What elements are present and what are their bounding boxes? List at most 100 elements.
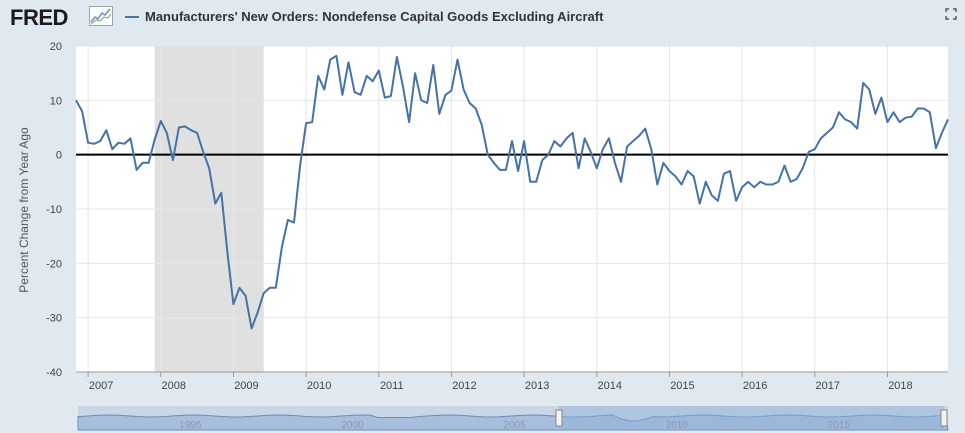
data-point[interactable] [328,58,332,62]
data-point[interactable] [940,131,944,135]
data-point[interactable] [577,166,581,170]
data-point[interactable] [437,112,441,116]
data-point[interactable] [371,79,375,83]
data-point[interactable] [462,87,466,91]
data-point[interactable] [238,286,242,290]
data-point[interactable] [898,120,902,124]
data-point[interactable] [274,286,278,290]
data-point[interactable] [159,119,163,123]
data-point[interactable] [165,131,169,135]
data-point[interactable] [922,106,926,110]
data-point[interactable] [849,120,853,124]
data-point[interactable] [147,161,151,165]
data-point[interactable] [244,294,248,298]
data-point[interactable] [752,185,756,189]
data-point[interactable] [595,166,599,170]
fred-logo[interactable]: FRED [10,5,68,30]
data-point[interactable] [734,199,738,203]
data-point[interactable] [316,74,320,78]
data-point[interactable] [201,150,205,154]
data-point[interactable] [413,71,417,75]
data-point[interactable] [225,250,229,254]
data-point[interactable] [195,131,199,135]
data-point[interactable] [619,180,623,184]
data-point[interactable] [655,183,659,187]
data-point[interactable] [443,93,447,97]
data-point[interactable] [250,327,254,331]
data-point[interactable] [310,120,314,124]
data-point[interactable] [813,147,817,151]
data-point[interactable] [710,193,714,197]
navigator-right-handle[interactable] [940,409,948,427]
data-point[interactable] [867,87,871,91]
data-point[interactable] [879,96,883,100]
data-point[interactable] [80,109,84,113]
data-point[interactable] [486,153,490,157]
data-point[interactable] [516,169,520,173]
data-point[interactable] [231,302,235,306]
data-point[interactable] [764,183,768,187]
data-point[interactable] [219,191,223,195]
data-point[interactable] [171,158,175,162]
data-point[interactable] [456,58,460,62]
data-point[interactable] [141,161,145,165]
data-point[interactable] [928,110,932,114]
data-point[interactable] [280,245,284,249]
data-point[interactable] [353,90,357,94]
data-point[interactable] [153,137,157,141]
data-point[interactable] [322,87,326,91]
data-point[interactable] [292,221,296,225]
data-point[interactable] [256,310,260,314]
data-point[interactable] [704,180,708,184]
data-point[interactable] [419,98,423,102]
data-point[interactable] [892,110,896,114]
data-point[interactable] [643,127,647,131]
data-point[interactable] [637,134,641,138]
fullscreen-icon[interactable] [945,8,957,20]
data-point[interactable] [571,131,575,135]
data-point[interactable] [613,161,617,165]
data-point[interactable] [625,145,629,149]
data-point[interactable] [552,139,556,143]
data-point[interactable] [395,55,399,59]
data-point[interactable] [401,85,405,89]
data-point[interactable] [843,117,847,121]
data-point[interactable] [758,180,762,184]
data-point[interactable] [740,185,744,189]
data-point[interactable] [558,145,562,149]
data-point[interactable] [631,139,635,143]
series-line[interactable] [75,54,949,330]
data-point[interactable] [589,150,593,154]
data-point[interactable] [534,180,538,184]
data-point[interactable] [583,136,587,140]
data-point[interactable] [365,74,369,78]
data-point[interactable] [480,123,484,127]
data-point[interactable] [504,168,508,172]
data-point[interactable] [667,169,671,173]
data-point[interactable] [268,286,272,290]
navigator-selection[interactable] [558,406,944,430]
data-point[interactable] [601,147,605,151]
data-point[interactable] [728,169,732,173]
data-point[interactable] [86,141,90,145]
data-point[interactable] [789,180,793,184]
data-point[interactable] [347,60,351,64]
data-point[interactable] [831,126,835,130]
data-point[interactable] [474,106,478,110]
data-point[interactable] [873,112,877,116]
data-point[interactable] [359,93,363,97]
data-point[interactable] [207,166,211,170]
data-point[interactable] [389,94,393,98]
data-point[interactable] [855,127,859,131]
data-point[interactable] [649,147,653,151]
data-point[interactable] [692,174,696,178]
data-point[interactable] [776,180,780,184]
data-point[interactable] [540,158,544,162]
data-point[interactable] [607,136,611,140]
data-point[interactable] [770,183,774,187]
data-point[interactable] [904,116,908,120]
data-point[interactable] [934,146,938,150]
data-point[interactable] [819,136,823,140]
data-point[interactable] [298,164,302,168]
data-point[interactable] [262,291,266,295]
